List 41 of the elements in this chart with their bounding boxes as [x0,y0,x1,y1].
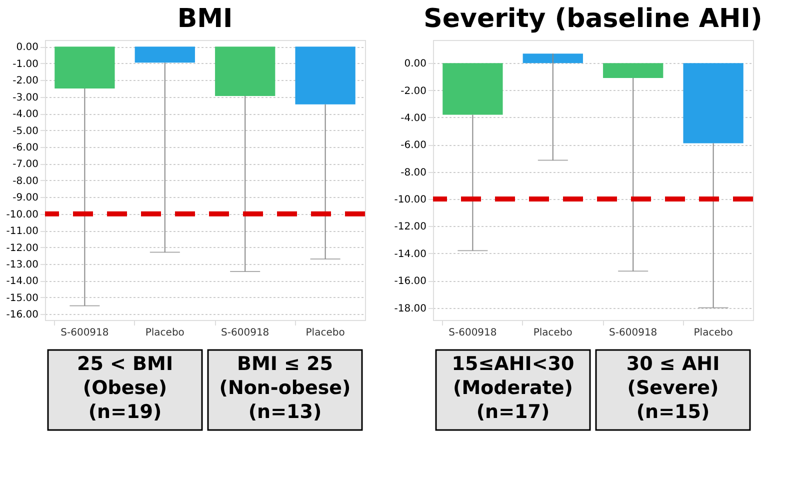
y-tick-label: -14.00 [6,276,38,288]
chart-title: BMI [177,4,233,34]
y-tick-label: -6.00 [400,140,426,152]
y-tick-label: -4.00 [400,112,426,124]
y-tick-label: -10.00 [394,194,426,206]
x-tick-label: Placebo [306,328,345,338]
x-tick-label: Placebo [145,328,184,338]
x-tick-label: S-600918 [221,328,270,338]
y-tick-label: -15.00 [6,292,38,304]
x-tick-label: Placebo [533,328,572,338]
y-tick-label: -2.00 [400,86,426,97]
y-tick-label: -18.00 [394,303,426,314]
x-tick-label: S-600918 [609,328,658,338]
y-tick-label: -12.00 [6,242,38,254]
y-tick-label: -5.00 [12,126,38,137]
y-tick-label: -3.00 [12,92,38,104]
y-tick-label: -16.00 [394,276,426,288]
y-tick-label: 0.00 [16,42,38,54]
text: BMI ≤ 25 (Non-obese) (n=13) [219,353,351,423]
y-tick-label: 0.00 [404,58,426,70]
y-tick-label: -7.00 [12,159,38,170]
chart-title: Severity (baseline AHI) [424,4,762,34]
y-tick-label: -12.00 [394,222,426,233]
x-tick-label: S-600918 [60,328,109,338]
y-tick-label: -6.00 [12,142,38,154]
y-tick-label: -9.00 [12,192,38,204]
y-tick-label: -8.00 [12,176,38,187]
y-tick-label: -14.00 [394,248,426,260]
y-tick-label: -2.00 [12,76,38,87]
y-tick-label: -1.00 [12,58,38,70]
x-tick-label: S-600918 [448,328,497,338]
y-tick-label: -10.00 [6,209,38,220]
x-tick-label: Placebo [694,328,733,338]
text: 25 < BMI (Obese) (n=19) [76,353,174,423]
text: 30 ≤ AHI (Severe) (n=15) [626,353,720,423]
y-tick-label: -11.00 [6,226,38,238]
y-tick-label: -16.00 [6,310,38,321]
y-tick-label: -8.00 [400,167,426,178]
y-tick-label: -4.00 [12,109,38,120]
text: 15≤AHI<30 (Moderate) (n=17) [452,353,574,423]
y-tick-label: -13.00 [6,260,38,270]
